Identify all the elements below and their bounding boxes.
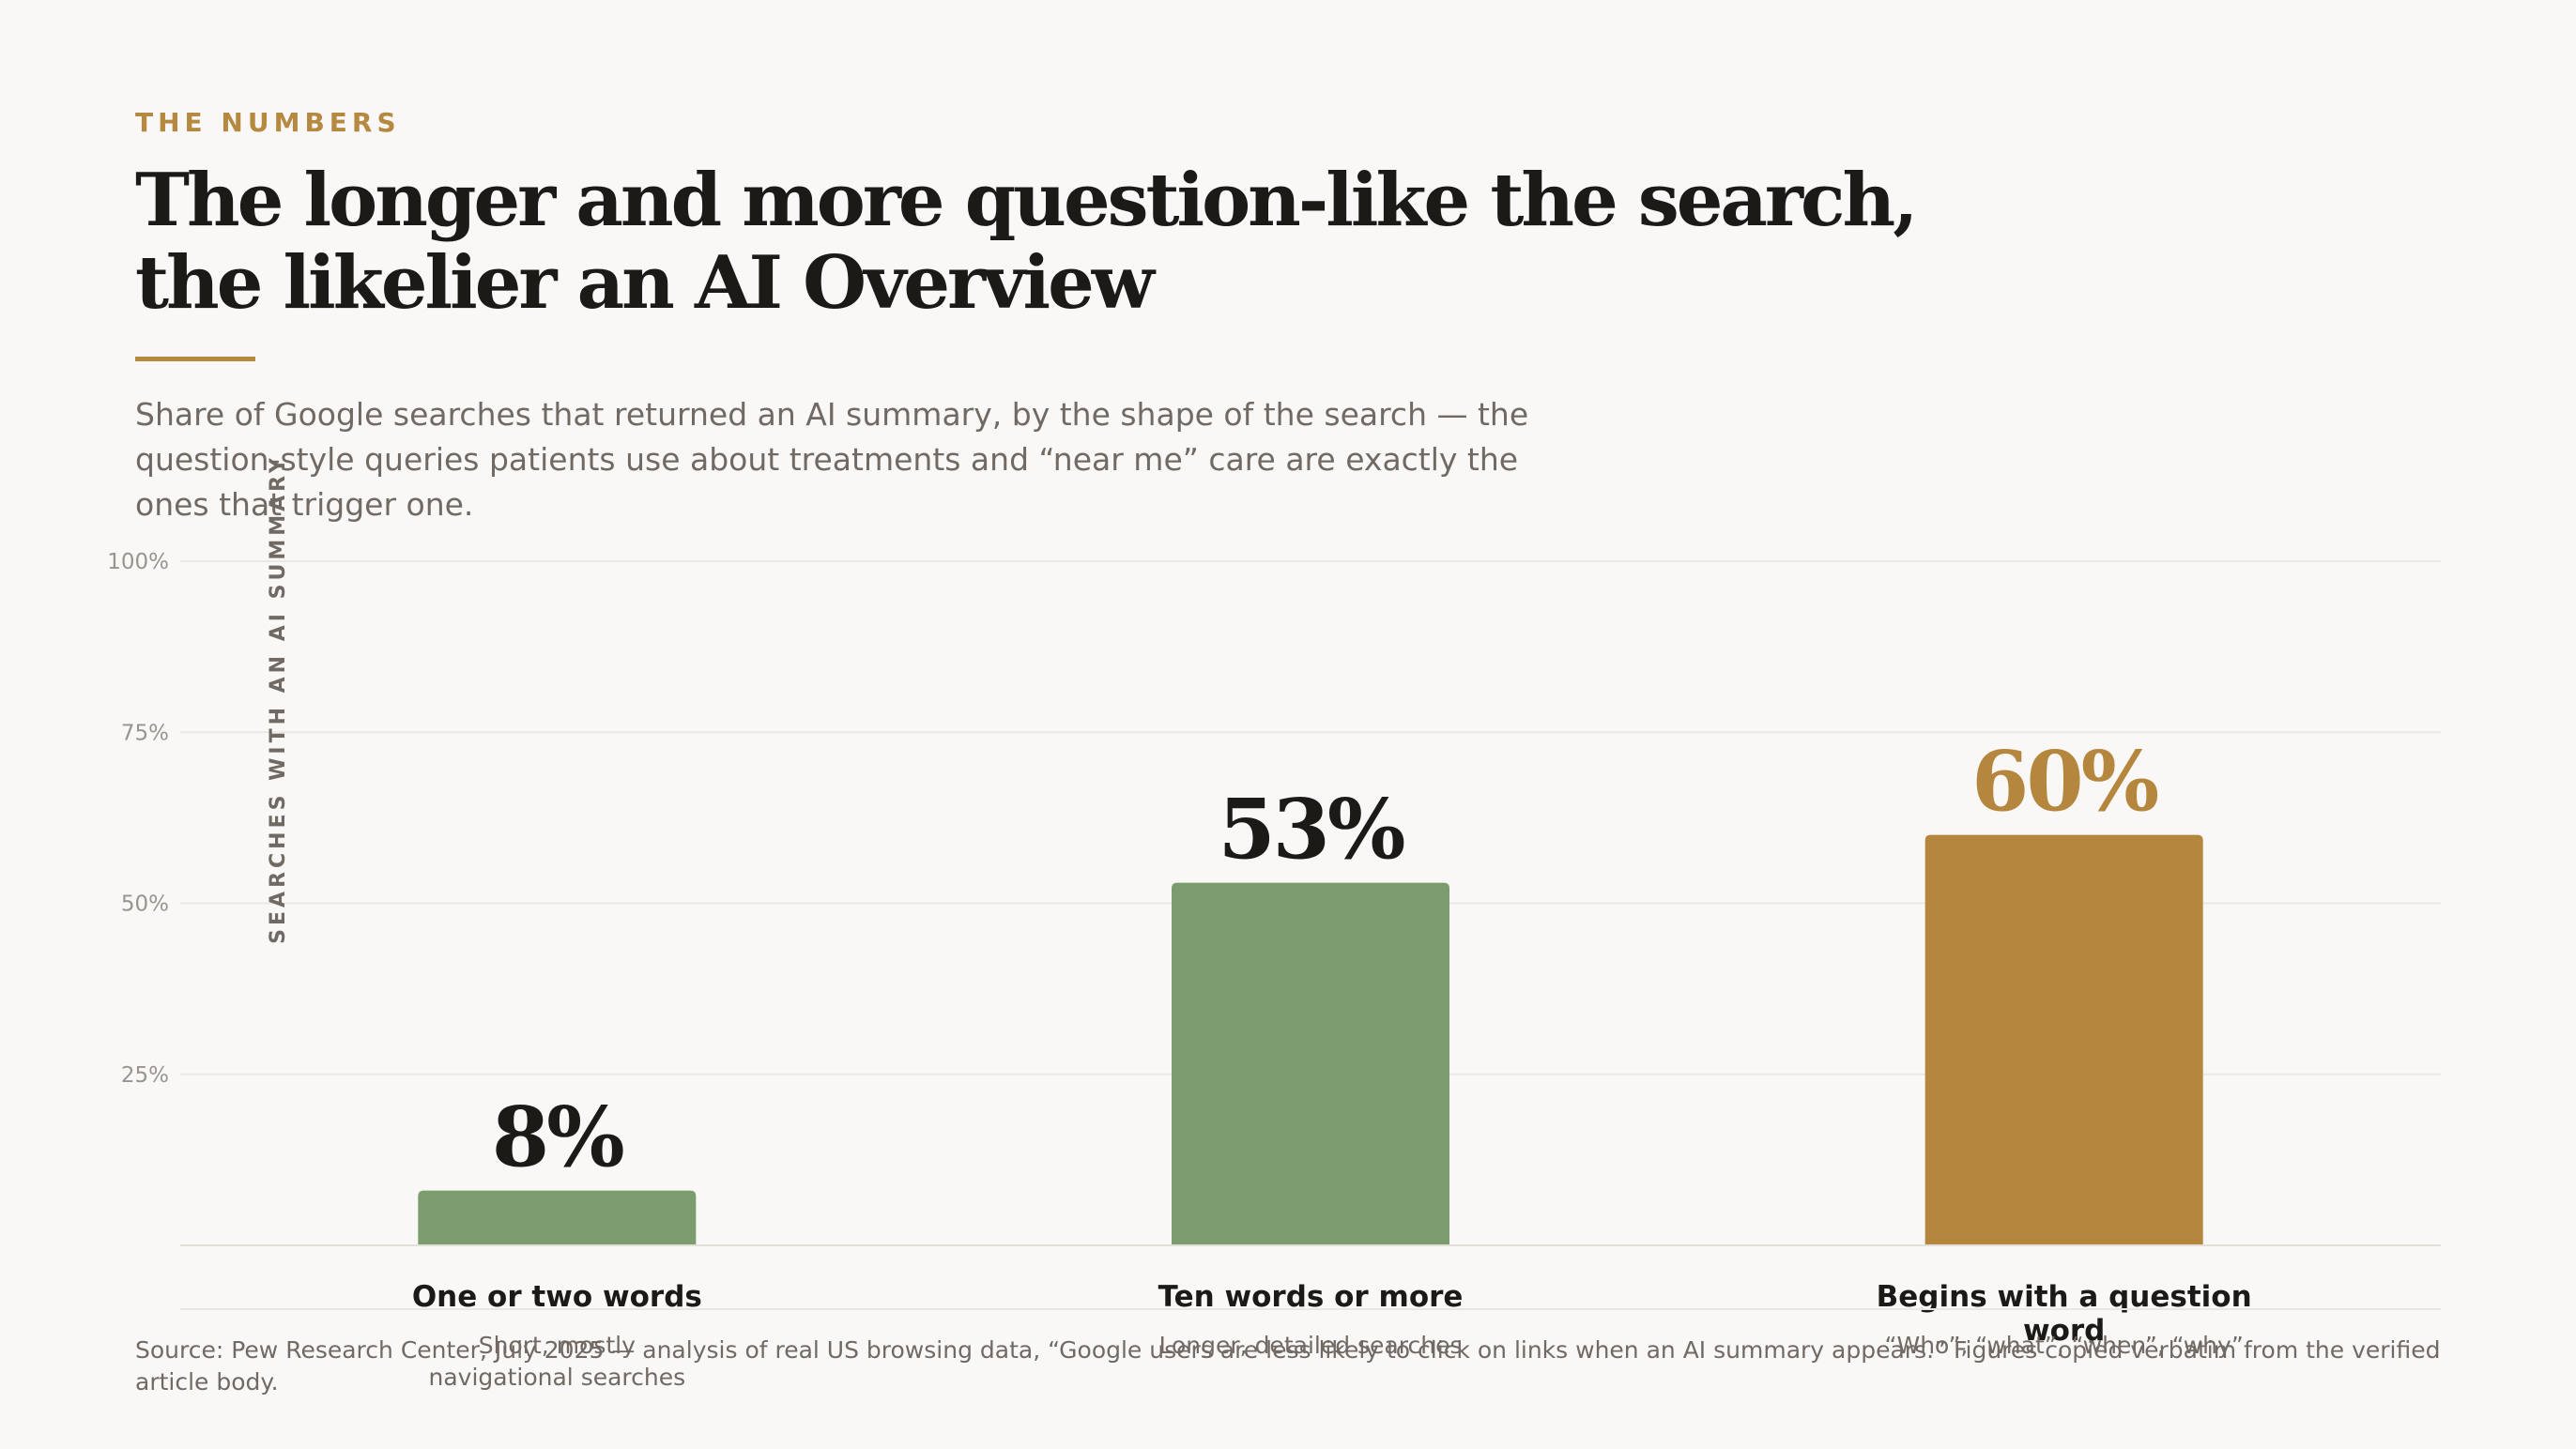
bar-value-label: 53% (1218, 781, 1403, 878)
eyebrow: THE NUMBERS (135, 107, 401, 138)
footer-divider (180, 1308, 2441, 1310)
bar-value-labels: 8% 53% 60% (492, 733, 2161, 1186)
bar (1924, 834, 2203, 1245)
y-axis-label: SEARCHES WITH AN AI SUMMARY (267, 454, 290, 944)
category-label: word (2023, 1314, 2105, 1348)
subtitle: Share of Google searches that returned a… (135, 396, 1529, 523)
category-note: Longer, detailed searches (1159, 1332, 1463, 1359)
category-note: Short, mostly (479, 1332, 636, 1359)
title-accent-rule (135, 357, 255, 361)
bars (418, 834, 2203, 1245)
y-tick-label: 75% (121, 721, 169, 745)
bar (1172, 882, 1449, 1245)
y-tick-label: 50% (121, 892, 169, 917)
bar (418, 1190, 697, 1245)
source-note: Source: Pew Research Center, July 2025 —… (135, 1336, 2441, 1396)
bar-value-label: 8% (492, 1089, 623, 1186)
bar-value-label: 60% (1971, 733, 2157, 831)
y-axis-ticks: 25% 50% 75% 100% (107, 550, 169, 1088)
y-tick-label: 25% (121, 1063, 169, 1088)
y-tick-label: 100% (107, 550, 169, 574)
page-title: The longer and more question-like the se… (135, 158, 1918, 326)
category-note: navigational searches (429, 1364, 686, 1391)
category-note: “Who”, “what”, “when”, “why” (1885, 1332, 2244, 1359)
